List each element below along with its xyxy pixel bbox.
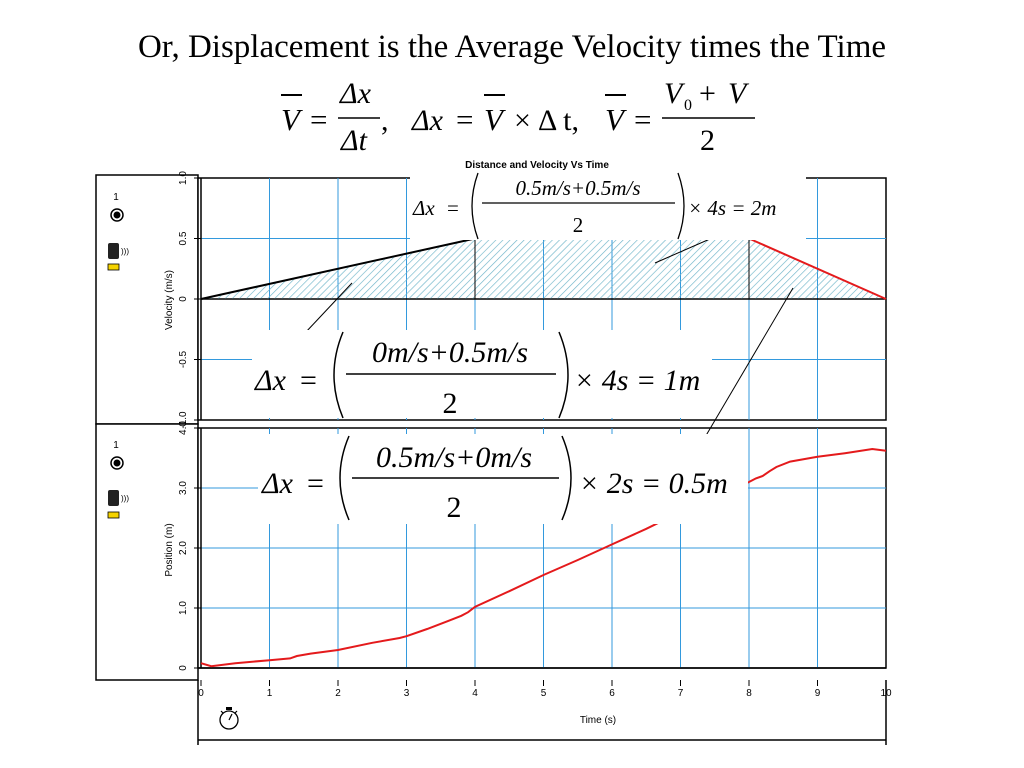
chart-title: Distance and Velocity Vs Time bbox=[465, 160, 609, 171]
time-axis-tick-label: 2 bbox=[335, 688, 341, 699]
annotation-left-numerator: 0m/s+0.5m/s bbox=[372, 336, 528, 369]
eq-dt-text: Δ t, bbox=[538, 104, 579, 137]
channel-radio-bottom-dot bbox=[113, 459, 121, 467]
time-axis-tick-label: 5 bbox=[541, 688, 547, 699]
position-y-tick-label: 2.0 bbox=[178, 541, 189, 555]
annotation-right-paren-left bbox=[339, 435, 350, 521]
velocity-area-region bbox=[474, 238, 750, 300]
annotation-left-paren-left bbox=[333, 331, 344, 419]
sensor-battery-icon-top bbox=[107, 263, 120, 271]
velocity-y-tick-label: 0.5 bbox=[178, 231, 189, 245]
time-axis-ticks: 0 1 2 3 4 5 6 7 8 9 10 bbox=[198, 680, 892, 699]
sensor-battery-icon-bottom bbox=[107, 511, 120, 519]
eq-dt-den: Δt bbox=[340, 124, 368, 157]
eq-v: V bbox=[728, 77, 750, 110]
velocity-data-segment bbox=[748, 237, 887, 300]
motion-sensor-icon-bottom bbox=[108, 490, 119, 506]
motion-sensor-icon-top bbox=[108, 243, 119, 259]
eq-vbar-3: V bbox=[605, 102, 627, 137]
annotation-right-dx: Δx bbox=[261, 467, 294, 500]
time-axis-tick-label: 1 bbox=[267, 688, 273, 699]
velocity-data-segment bbox=[200, 237, 476, 300]
time-axis-label: Time (s) bbox=[580, 715, 616, 726]
velocity-y-tick-label: -1.0 bbox=[178, 411, 189, 429]
eq-equals-2: = bbox=[456, 102, 473, 137]
eq-two: 2 bbox=[700, 124, 715, 157]
time-axis-tick-label: 6 bbox=[609, 688, 615, 699]
eq-equals-3: = bbox=[634, 102, 651, 137]
annotation-top-paren-left bbox=[471, 172, 479, 240]
sensor-wave-glyph-top: ))) bbox=[121, 247, 129, 256]
annotation-right-numerator: 0.5m/s+0m/s bbox=[376, 441, 532, 474]
channel-radio-top-dot bbox=[113, 211, 121, 219]
annotation-left-denominator: 2 bbox=[443, 387, 458, 420]
annotation-right-paren-right bbox=[561, 435, 572, 521]
velocity-y-tick-label: 1.0 bbox=[178, 171, 189, 185]
eq-vbar-1: V bbox=[281, 102, 303, 137]
channel-label-top: 1 bbox=[113, 192, 119, 203]
position-y-tick-label: 4.0 bbox=[178, 421, 189, 435]
eq-vbar-2: V bbox=[484, 102, 506, 137]
annotation-right-equation: Δx = 0.5m/s+0m/s 2 × 2s = 0.5m bbox=[258, 434, 748, 524]
eq-plus: + bbox=[699, 77, 716, 110]
time-axis-tick-label: 10 bbox=[880, 688, 892, 699]
annotation-top-denominator: 2 bbox=[573, 213, 584, 237]
position-axis-label: Position (m) bbox=[164, 523, 175, 576]
eq-dx-num: Δx bbox=[339, 77, 372, 110]
channel-label-bottom: 1 bbox=[113, 440, 119, 451]
position-y-tick-label: 0 bbox=[178, 665, 189, 671]
time-axis-tick-label: 0 bbox=[198, 688, 204, 699]
leader-line-right bbox=[700, 287, 794, 445]
eq-comma-1: , bbox=[381, 104, 389, 137]
sensor-wave-glyph-bottom: ))) bbox=[121, 494, 129, 503]
annotation-right-result: × 2s = 0.5m bbox=[579, 467, 728, 500]
sensor-group-top: 1 ))) bbox=[107, 192, 129, 271]
eq-equals-1: = bbox=[310, 102, 327, 137]
eq-times: × bbox=[514, 104, 531, 137]
slide-title: Or, Displacement is the Average Velocity… bbox=[138, 29, 886, 65]
stopwatch-icon[interactable] bbox=[219, 707, 239, 730]
annotation-right-equals: = bbox=[307, 467, 324, 500]
time-axis-tick-label: 3 bbox=[404, 688, 410, 699]
equation-line: V = Δx Δt , Δx = V × Δ t, V = V 0 + V 2 bbox=[281, 77, 755, 157]
annotation-left-result: × 4s = 1m bbox=[574, 364, 700, 397]
annotation-top-equation: Δx = 0.5m/s+0.5m/s 2 × 4s = 2m bbox=[410, 171, 806, 240]
annotation-top-equals: = bbox=[447, 196, 459, 220]
time-axis-area: 0 1 2 3 4 5 6 7 8 9 10 Time (s) bbox=[197, 680, 892, 745]
velocity-y-tick-label: -0.5 bbox=[178, 350, 189, 368]
annotation-top-dx: Δx bbox=[412, 196, 435, 220]
velocity-axis-label: Velocity (m/s) bbox=[164, 270, 175, 330]
time-axis-tick-label: 8 bbox=[746, 688, 752, 699]
velocity-y-tick-label: 0 bbox=[178, 296, 189, 302]
position-y-tick-label: 3.0 bbox=[178, 481, 189, 495]
annotation-left-equals: = bbox=[300, 364, 317, 397]
time-axis-tick-label: 7 bbox=[678, 688, 684, 699]
time-axis-tick-label: 9 bbox=[815, 688, 821, 699]
eq-v0-subscript: 0 bbox=[684, 97, 692, 114]
time-axis-tick-label: 4 bbox=[472, 688, 478, 699]
annotation-right-denominator: 2 bbox=[447, 491, 462, 524]
annotation-left-dx: Δx bbox=[254, 364, 287, 397]
position-data-line bbox=[200, 447, 887, 668]
annotation-left-equation: Δx = 0m/s+0.5m/s 2 × 4s = 1m bbox=[252, 330, 712, 420]
annotation-top-result: × 4s = 2m bbox=[688, 196, 776, 220]
eq-dx-2: Δx bbox=[411, 104, 444, 137]
annotation-top-numerator: 0.5m/s+0.5m/s bbox=[515, 176, 640, 200]
position-y-tick-label: 1.0 bbox=[178, 601, 189, 615]
annotation-left-paren-right bbox=[558, 331, 569, 419]
annotation-top-backdrop bbox=[410, 171, 806, 240]
annotation-top-paren-right bbox=[677, 172, 685, 240]
sensor-panel-bottom bbox=[95, 423, 199, 681]
eq-v0: V bbox=[664, 77, 686, 110]
sensor-group-bottom: 1 ))) bbox=[107, 440, 129, 519]
